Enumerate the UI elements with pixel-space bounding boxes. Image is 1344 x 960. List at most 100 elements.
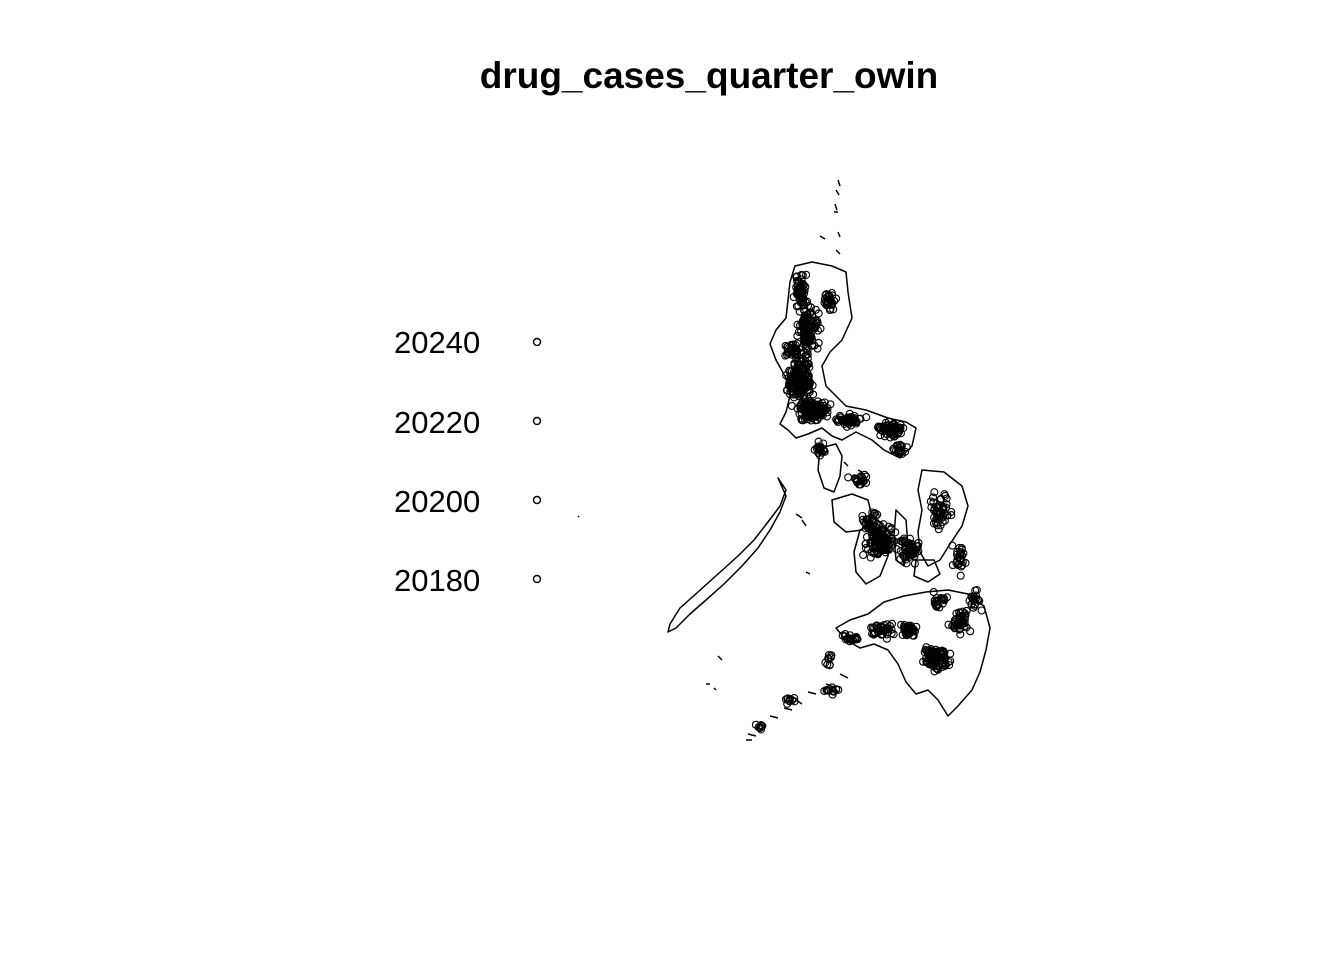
case-point — [876, 535, 885, 544]
case-point — [805, 326, 814, 335]
case-point — [825, 660, 834, 669]
case-point — [880, 541, 889, 550]
case-point — [930, 488, 939, 497]
case-point — [953, 621, 962, 630]
case-point — [868, 629, 877, 638]
legend-symbol-20200 — [532, 495, 542, 505]
case-point — [782, 386, 792, 395]
case-point — [804, 377, 813, 386]
case-point — [872, 621, 881, 630]
case-point — [906, 552, 915, 561]
case-point — [806, 303, 816, 312]
case-point — [794, 277, 803, 286]
case-point — [820, 447, 829, 456]
case-point — [934, 595, 944, 604]
case-point — [878, 625, 887, 635]
case-point — [843, 414, 852, 424]
legend-symbol-20180 — [532, 574, 542, 584]
legend-label-20220: 20220 — [394, 405, 481, 440]
case-point — [798, 386, 807, 395]
case-point — [802, 270, 811, 279]
case-point — [914, 547, 923, 556]
case-point — [787, 367, 797, 376]
case-points — [751, 270, 986, 734]
case-point — [784, 381, 793, 390]
case-point — [942, 494, 951, 503]
case-point — [938, 502, 947, 511]
case-point — [943, 511, 952, 520]
case-point — [799, 319, 808, 328]
sulu-islets — [746, 673, 849, 741]
legend-symbols — [532, 337, 542, 584]
case-point — [940, 490, 949, 499]
legend-symbol-20240 — [532, 337, 542, 347]
legend-symbol-20220 — [532, 416, 542, 426]
case-point — [790, 346, 799, 355]
case-point — [962, 623, 971, 632]
case-point — [905, 621, 914, 630]
case-point — [806, 323, 815, 332]
case-point — [873, 510, 882, 519]
case-point — [867, 623, 876, 632]
case-point — [815, 409, 824, 419]
case-point — [877, 530, 886, 539]
case-point — [895, 423, 904, 432]
case-point — [947, 511, 956, 520]
case-point — [903, 540, 913, 549]
case-point — [956, 630, 965, 639]
bohol-outline — [913, 559, 941, 583]
case-point — [858, 511, 867, 521]
case-point — [793, 331, 802, 340]
case-point — [956, 555, 965, 564]
case-point — [888, 540, 897, 549]
case-point — [795, 372, 804, 381]
case-point — [798, 271, 807, 280]
case-point — [851, 633, 860, 642]
case-point — [955, 550, 964, 559]
case-point — [855, 414, 864, 423]
case-point — [800, 360, 809, 369]
case-point — [819, 439, 828, 448]
case-point — [952, 609, 961, 618]
case-point — [879, 543, 888, 552]
case-point — [793, 404, 802, 413]
case-point — [801, 415, 810, 424]
case-point — [971, 586, 980, 595]
case-point — [858, 474, 867, 483]
case-point — [791, 366, 800, 375]
negros-outline — [853, 519, 891, 585]
case-point — [804, 371, 813, 380]
batanes-islets — [819, 179, 841, 255]
case-point — [844, 473, 853, 482]
case-point — [933, 600, 942, 609]
case-point — [806, 397, 815, 406]
case-point — [930, 660, 939, 670]
case-point — [973, 595, 982, 604]
case-point — [939, 594, 948, 603]
case-point — [880, 432, 889, 441]
case-point — [868, 514, 877, 524]
case-point — [811, 316, 820, 325]
case-point — [885, 621, 895, 630]
case-point — [909, 546, 918, 555]
case-point — [900, 626, 909, 635]
case-point — [928, 493, 938, 502]
case-point — [823, 408, 832, 417]
case-point — [926, 653, 935, 662]
case-point — [826, 400, 835, 409]
luzon-outline — [769, 261, 917, 459]
case-point — [975, 596, 984, 605]
mindanao-outline — [835, 589, 991, 717]
case-point — [802, 350, 811, 359]
case-point — [907, 550, 916, 559]
case-point — [803, 336, 812, 345]
case-point — [877, 630, 886, 639]
case-point — [895, 440, 905, 449]
case-point — [848, 635, 858, 645]
palawan-outline — [667, 477, 787, 633]
case-point — [948, 541, 957, 550]
case-point — [878, 427, 887, 436]
case-point — [803, 297, 812, 306]
case-point — [878, 525, 887, 534]
